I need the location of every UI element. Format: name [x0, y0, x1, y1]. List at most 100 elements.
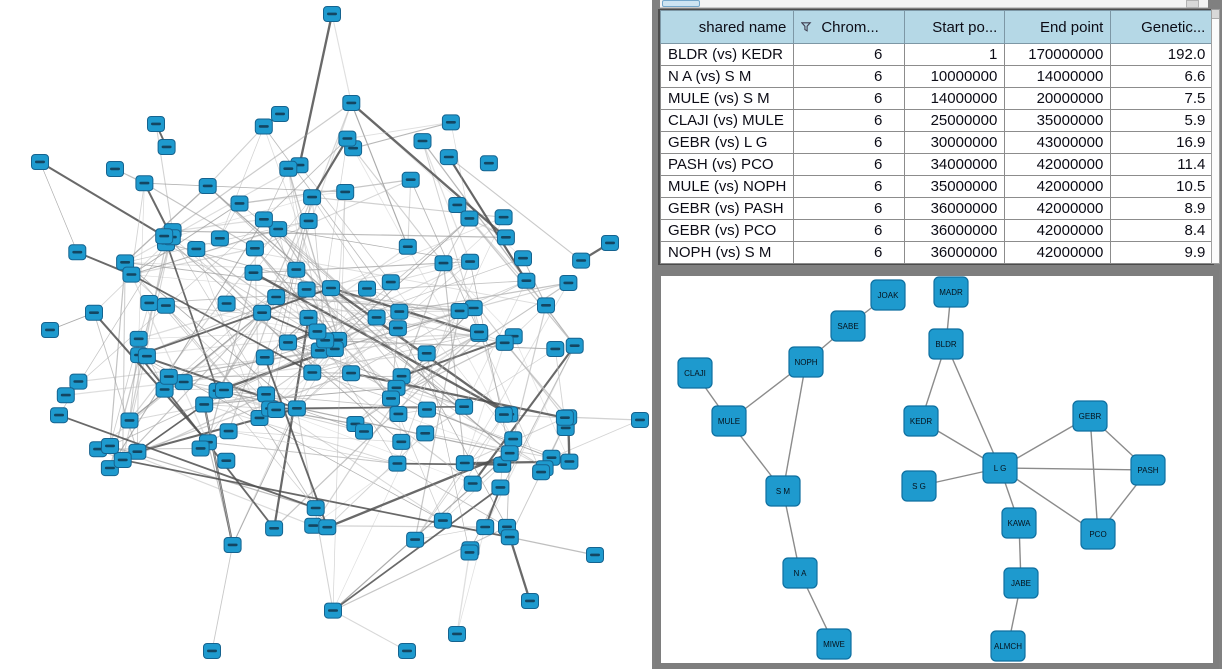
- network-edge[interactable]: [130, 273, 313, 374]
- network-edge[interactable]: [945, 343, 1001, 469]
- network-edge[interactable]: [217, 317, 377, 392]
- network-node[interactable]: [279, 160, 298, 177]
- network-edge[interactable]: [426, 353, 470, 553]
- column-header-end_point[interactable]: End point: [1004, 10, 1112, 44]
- network-edge[interactable]: [464, 342, 506, 464]
- network-node[interactable]: [504, 431, 523, 448]
- network-edge[interactable]: [211, 544, 234, 652]
- table-row[interactable]: NOPH (vs) S M 6 36000000 42000000 9.9: [659, 241, 1214, 264]
- network-edge[interactable]: [207, 126, 265, 187]
- network-node[interactable]: [398, 238, 417, 255]
- network-edge[interactable]: [125, 261, 297, 271]
- network-node[interactable]: [203, 643, 221, 659]
- network-node[interactable]: [441, 114, 460, 131]
- network-edge[interactable]: [217, 390, 316, 509]
- filter-funnel-icon[interactable]: [801, 22, 812, 32]
- network-edge[interactable]: [207, 441, 398, 465]
- network-node[interactable]: [257, 386, 276, 403]
- network-node[interactable]: [631, 412, 649, 428]
- network-node[interactable]: [514, 250, 532, 267]
- network-node-mule[interactable]: MULE: [711, 405, 747, 437]
- network-edge[interactable]: [171, 236, 547, 306]
- network-node[interactable]: [500, 445, 519, 462]
- network-edge[interactable]: [172, 218, 264, 232]
- network-edge[interactable]: [508, 536, 532, 602]
- network-node[interactable]: [56, 387, 75, 404]
- network-edge[interactable]: [277, 228, 399, 415]
- network-edge[interactable]: [252, 271, 510, 416]
- network-edge[interactable]: [163, 102, 352, 237]
- network-node[interactable]: [101, 438, 119, 454]
- network-edge[interactable]: [128, 243, 167, 421]
- network-edge[interactable]: [131, 247, 256, 276]
- network-edge[interactable]: [399, 311, 480, 333]
- network-node-claji[interactable]: CLAJI: [677, 357, 713, 389]
- network-node[interactable]: [417, 345, 436, 362]
- network-node[interactable]: [406, 531, 425, 548]
- main-network-panel[interactable]: [0, 0, 652, 669]
- detail-network-panel[interactable]: JOAK MADR SABE BLDR NOPH CLAJI KEDR GEBR MULE L G…: [655, 270, 1219, 669]
- network-edge[interactable]: [330, 287, 465, 408]
- network-edge[interactable]: [415, 526, 486, 541]
- network-edge[interactable]: [277, 228, 392, 399]
- network-node[interactable]: [461, 253, 480, 270]
- network-edge[interactable]: [425, 432, 552, 459]
- network-node[interactable]: [31, 154, 49, 170]
- network-node[interactable]: [565, 337, 584, 354]
- network-node[interactable]: [601, 235, 619, 251]
- network-edge[interactable]: [207, 185, 297, 271]
- network-node[interactable]: [116, 254, 135, 271]
- network-node[interactable]: [494, 406, 513, 423]
- network-node[interactable]: [390, 303, 409, 320]
- network-edge[interactable]: [138, 287, 332, 356]
- network-edge[interactable]: [308, 246, 409, 319]
- network-node-s-m[interactable]: S M: [765, 475, 801, 507]
- network-node[interactable]: [389, 406, 408, 422]
- network-edge[interactable]: [263, 168, 289, 220]
- network-edge[interactable]: [426, 409, 552, 459]
- network-node[interactable]: [223, 537, 242, 553]
- network-node[interactable]: [455, 398, 474, 415]
- table-row[interactable]: MULE (vs) S M 6 14000000 20000000 7.5: [659, 87, 1214, 110]
- network-node[interactable]: [448, 197, 467, 213]
- network-edge[interactable]: [164, 387, 397, 391]
- network-node[interactable]: [195, 396, 214, 413]
- detail-network-canvas[interactable]: JOAK MADR SABE BLDR NOPH CLAJI KEDR GEBR MULE L G…: [661, 276, 1213, 663]
- network-node-pash[interactable]: PASH: [1130, 454, 1166, 486]
- network-node[interactable]: [155, 228, 174, 245]
- network-node-sabe[interactable]: SABE: [830, 310, 866, 342]
- network-edge[interactable]: [999, 467, 1149, 471]
- network-node-s-g[interactable]: S G: [901, 470, 937, 502]
- network-node[interactable]: [495, 334, 514, 351]
- network-node[interactable]: [496, 229, 515, 246]
- network-edge[interactable]: [551, 419, 641, 459]
- network-node[interactable]: [217, 295, 236, 312]
- network-edge[interactable]: [456, 527, 486, 635]
- network-node[interactable]: [448, 626, 466, 642]
- network-node[interactable]: [254, 211, 273, 228]
- network-node[interactable]: [135, 175, 154, 192]
- network-node[interactable]: [323, 6, 341, 22]
- network-edge[interactable]: [407, 179, 412, 247]
- network-node[interactable]: [50, 407, 68, 424]
- network-edge[interactable]: [165, 305, 260, 419]
- network-node[interactable]: [68, 244, 87, 261]
- network-edge[interactable]: [203, 404, 234, 546]
- network-edge[interactable]: [232, 408, 298, 546]
- network-edge[interactable]: [456, 552, 471, 635]
- network-edge[interactable]: [337, 218, 470, 341]
- network-node[interactable]: [439, 149, 458, 166]
- network-edge[interactable]: [136, 403, 205, 453]
- network-node[interactable]: [287, 261, 306, 278]
- network-node[interactable]: [413, 133, 432, 150]
- scrollbar-thumb[interactable]: [662, 0, 700, 7]
- network-node[interactable]: [559, 275, 578, 291]
- network-edge[interactable]: [401, 375, 545, 469]
- network-edge[interactable]: [263, 138, 348, 220]
- network-edge[interactable]: [311, 138, 349, 198]
- network-node[interactable]: [560, 453, 579, 470]
- network-node[interactable]: [546, 341, 565, 357]
- network-node[interactable]: [318, 519, 337, 536]
- network-edge[interactable]: [109, 262, 126, 447]
- network-node[interactable]: [450, 303, 469, 319]
